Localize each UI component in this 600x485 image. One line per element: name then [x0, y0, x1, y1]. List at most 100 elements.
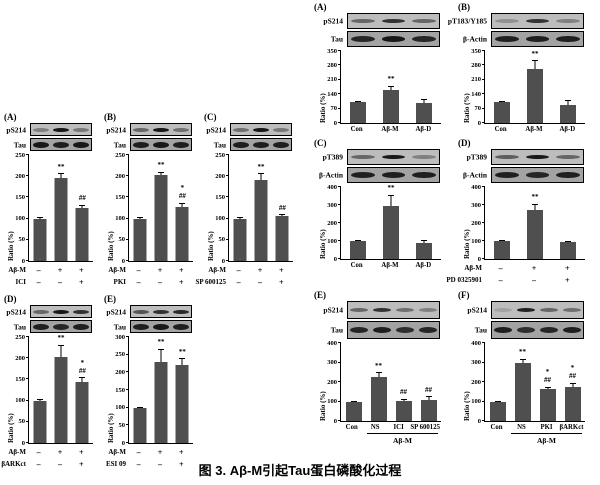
- condition-sign: +: [157, 447, 163, 457]
- tick-label: 250: [15, 151, 25, 159]
- blot-set: pS214 Tau: [4, 123, 92, 151]
- blot-band: [173, 309, 189, 314]
- y-axis-label: Ratio (%): [463, 391, 471, 421]
- right-panel-group: (A) pS214 Tau Ratio (%) 0 70 140 210 280 350 ** Con…: [312, 2, 600, 462]
- blot-band: [418, 327, 437, 333]
- error-bar-stem: [181, 358, 183, 366]
- condition-sign: –: [36, 447, 41, 457]
- condition-signs: – + +: [228, 266, 292, 275]
- axis-tick: [482, 420, 485, 421]
- blot-image: [491, 321, 584, 339]
- bars: ** ## ##: [341, 343, 441, 421]
- axis-tick: [126, 175, 129, 177]
- axis-tick: [338, 222, 341, 223]
- error-bar-cap: [494, 400, 501, 402]
- error-bar-stem: [81, 377, 83, 383]
- bars: ** * ##: [129, 155, 193, 261]
- blot-set: pS214 Tau: [104, 123, 192, 151]
- blot-band: [381, 172, 406, 178]
- error-bar: [425, 396, 432, 400]
- bar-chart: Ratio (%) 0 50 100 150 200 250 ** * ##: [7, 334, 93, 446]
- axis-tick: [338, 361, 341, 363]
- blot-band: [133, 323, 149, 330]
- axis-tick: [482, 240, 485, 241]
- tick-label: 140: [471, 90, 481, 98]
- blot-band: [495, 172, 519, 178]
- tick-label: 100: [15, 397, 25, 405]
- error-bar: [421, 239, 428, 243]
- group-underline: [367, 433, 438, 434]
- error-bar-cap: [498, 239, 505, 241]
- axis-tick: [26, 238, 29, 240]
- bar: [370, 377, 387, 421]
- tick-label: 0: [477, 119, 481, 127]
- category-label: Con: [345, 424, 358, 431]
- blot-image: [491, 31, 584, 47]
- blot-row: pT389: [458, 149, 584, 165]
- error-bar-cap: [136, 217, 143, 219]
- tick-label: 200: [115, 172, 125, 180]
- tick-label: 300: [471, 201, 481, 209]
- tick-label: 280: [471, 61, 481, 69]
- bar-column: [413, 187, 436, 259]
- axis-tick: [338, 204, 341, 205]
- blot-band: [53, 309, 69, 314]
- significance-mark: * ##: [178, 184, 186, 200]
- bar-column: **: [51, 334, 71, 443]
- condition-sign: +: [279, 265, 284, 275]
- error-bar-stem: [522, 359, 523, 363]
- blot-band: [253, 127, 269, 132]
- error-bar: [57, 344, 64, 358]
- error-bar-stem: [547, 386, 548, 390]
- error-bar-cap: [421, 99, 428, 101]
- panel-label: (B): [104, 112, 116, 122]
- blot-row: Tau: [314, 321, 440, 339]
- panel-label: (D): [4, 294, 17, 304]
- bar-column: * ##: [536, 343, 559, 421]
- axis-tick: [226, 238, 229, 240]
- condition-sign: –: [498, 263, 503, 273]
- error-bar-stem: [181, 202, 183, 207]
- condition-sign: +: [57, 447, 63, 457]
- blot-row: pS214: [104, 305, 192, 318]
- y-axis-label: Ratio (%): [463, 93, 471, 123]
- blot-image: [491, 301, 584, 319]
- bar-column: **: [51, 155, 71, 261]
- axis-tick: [338, 240, 341, 241]
- condition-sign: +: [79, 447, 84, 457]
- condition-sign: –: [236, 277, 241, 287]
- error-bar-stem: [60, 173, 62, 179]
- blot-band: [555, 19, 580, 23]
- error-bar-cap: [519, 359, 526, 360]
- axis-tick: [338, 420, 341, 421]
- error-bar-stem: [60, 344, 62, 358]
- blot-band: [411, 155, 436, 159]
- bar-column: **: [151, 155, 171, 261]
- bar: [526, 68, 543, 123]
- tick-label: 50: [118, 421, 126, 429]
- bar-column: **: [379, 51, 402, 123]
- blot-band: [525, 155, 550, 159]
- tick-label: 100: [115, 404, 125, 412]
- category-label: NS: [370, 424, 380, 431]
- bars: **: [485, 49, 585, 123]
- significance-mark: **: [531, 193, 539, 202]
- condition-sign: +: [79, 277, 84, 287]
- blot-image: [130, 138, 192, 151]
- blot-band: [153, 127, 169, 132]
- tick-label: 300: [327, 359, 337, 366]
- blot-label: β-Actin: [463, 170, 487, 180]
- tick-label: 0: [477, 417, 481, 425]
- panel-label: (A): [4, 112, 17, 122]
- panel-left-A: (A) pS214 Tau Ratio (%) 0 50 100 150 200 250 ** ## A…: [2, 112, 102, 288]
- significance-mark: **: [531, 49, 539, 58]
- bar: [416, 242, 433, 259]
- axis-tick: [126, 424, 129, 426]
- tick-label: 100: [15, 215, 25, 223]
- tick-label: 200: [215, 172, 225, 180]
- blot-band: [33, 127, 49, 132]
- x-axis: Aβ-M – + + SP 600125 – – +: [195, 264, 310, 288]
- condition-label: ESI 09: [105, 460, 126, 468]
- blot-image: [347, 167, 440, 183]
- blot-label: pS214: [467, 305, 487, 315]
